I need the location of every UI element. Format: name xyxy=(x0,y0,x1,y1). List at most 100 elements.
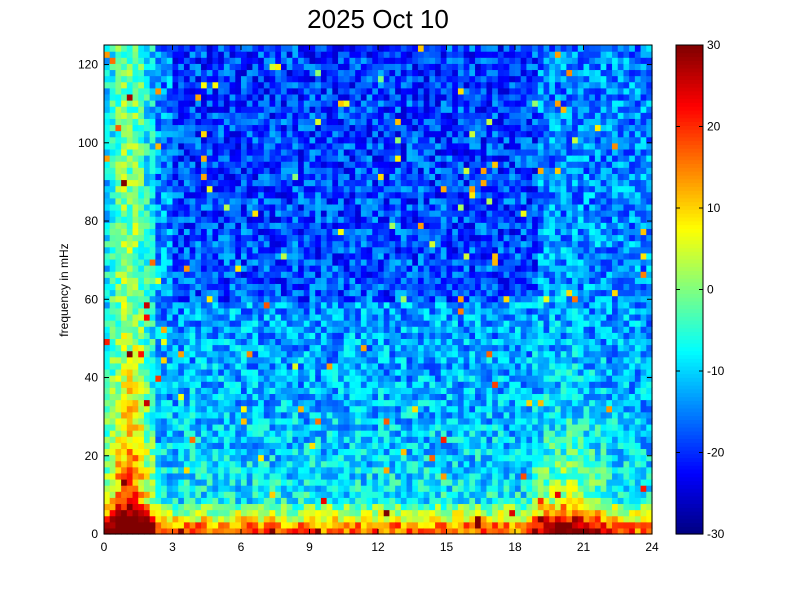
heatmap-cell xyxy=(360,289,368,297)
heatmap-cell xyxy=(223,271,231,278)
heatmap-cell xyxy=(280,265,288,272)
heatmap-cell xyxy=(309,246,316,254)
heatmap-cell xyxy=(372,75,379,83)
heatmap-cell xyxy=(161,375,168,382)
heatmap-cell xyxy=(235,173,242,181)
heatmap-cell xyxy=(417,75,425,83)
heatmap-cell xyxy=(109,368,117,376)
heatmap-cell xyxy=(155,381,162,388)
heatmap-cell xyxy=(446,69,453,77)
heatmap-cell xyxy=(275,521,282,529)
heatmap-cell xyxy=(446,478,453,486)
heatmap-cell xyxy=(189,478,196,486)
heatmap-cell xyxy=(378,485,385,492)
heatmap-cell xyxy=(246,527,254,535)
heatmap-cell xyxy=(372,417,379,425)
heatmap-cell xyxy=(286,87,293,95)
heatmap-cell xyxy=(286,472,293,480)
heatmap-cell xyxy=(121,332,128,339)
heatmap-cell xyxy=(212,57,219,64)
heatmap-cell xyxy=(263,307,271,315)
heatmap-cell xyxy=(275,57,282,64)
heatmap-cell xyxy=(269,448,276,456)
heatmap-cell xyxy=(263,277,271,284)
heatmap-cell xyxy=(440,454,448,462)
heatmap-cell xyxy=(338,368,345,376)
heatmap-cell xyxy=(412,93,419,101)
heatmap-cell xyxy=(235,265,242,272)
heatmap-cell xyxy=(280,423,288,431)
heatmap-cell xyxy=(343,368,351,376)
heatmap-cell xyxy=(275,112,282,119)
heatmap-cell xyxy=(406,307,413,315)
heatmap-cell xyxy=(212,112,219,119)
heatmap-cell xyxy=(355,497,362,505)
heatmap-cell xyxy=(195,100,202,107)
heatmap-cell xyxy=(178,393,185,401)
heatmap-cell xyxy=(223,326,231,333)
heatmap-cell xyxy=(315,515,322,523)
heatmap-cell xyxy=(172,51,179,58)
heatmap-cell xyxy=(303,320,311,327)
heatmap-cell xyxy=(109,381,117,388)
heatmap-cell xyxy=(155,191,162,199)
heatmap-cell xyxy=(166,338,174,346)
heatmap-cell xyxy=(440,93,448,101)
heatmap-cell xyxy=(389,283,396,291)
heatmap-cell xyxy=(395,155,402,162)
heatmap-cell xyxy=(132,301,139,309)
heatmap-cell xyxy=(326,51,333,58)
heatmap-cell xyxy=(155,460,162,468)
heatmap-cell xyxy=(143,271,151,278)
heatmap-cell xyxy=(298,112,305,119)
heatmap-cell xyxy=(258,313,265,321)
heatmap-cell xyxy=(229,454,236,462)
heatmap-cell xyxy=(132,57,139,64)
heatmap-cell xyxy=(149,106,156,113)
heatmap-cell xyxy=(338,527,345,535)
heatmap-cell xyxy=(280,307,288,315)
heatmap-cell xyxy=(366,185,373,193)
heatmap-cell xyxy=(292,381,299,388)
heatmap-cell xyxy=(298,460,305,468)
heatmap-cell xyxy=(417,246,425,254)
heatmap-cell xyxy=(389,375,396,382)
heatmap-cell xyxy=(178,142,185,150)
heatmap-cell xyxy=(195,362,202,370)
heatmap-cell xyxy=(332,472,339,480)
heatmap-cell xyxy=(440,210,448,217)
heatmap-cell xyxy=(435,411,442,419)
heatmap-cell xyxy=(206,277,214,284)
heatmap-cell xyxy=(104,423,111,431)
heatmap-cell xyxy=(395,87,402,95)
heatmap-cell xyxy=(406,521,413,529)
heatmap-cell xyxy=(263,252,271,260)
heatmap-cell xyxy=(343,472,351,480)
heatmap-cell xyxy=(126,75,134,83)
heatmap-cell xyxy=(218,485,225,492)
heatmap-cell xyxy=(138,442,145,450)
heatmap-cell xyxy=(395,228,402,236)
heatmap-cell xyxy=(126,460,134,468)
heatmap-cell xyxy=(326,210,333,217)
heatmap-cell xyxy=(343,265,351,272)
heatmap-cell xyxy=(121,338,128,346)
heatmap-cell xyxy=(349,240,356,248)
heatmap-cell xyxy=(195,430,202,437)
heatmap-cell xyxy=(104,320,111,327)
heatmap-cell xyxy=(121,167,128,174)
heatmap-cell xyxy=(235,124,242,132)
heatmap-cell xyxy=(309,197,316,205)
heatmap-cell xyxy=(400,118,408,126)
heatmap-cell xyxy=(212,136,219,144)
heatmap-cell xyxy=(189,375,196,382)
heatmap-cell xyxy=(252,497,259,505)
heatmap-cell xyxy=(126,283,134,291)
heatmap-cell xyxy=(115,246,122,254)
heatmap-cell xyxy=(400,252,408,260)
heatmap-cell xyxy=(155,320,162,327)
heatmap-cell xyxy=(189,142,196,150)
heatmap-cell xyxy=(366,69,373,77)
heatmap-cell xyxy=(315,405,322,413)
heatmap-cell xyxy=(104,515,111,523)
